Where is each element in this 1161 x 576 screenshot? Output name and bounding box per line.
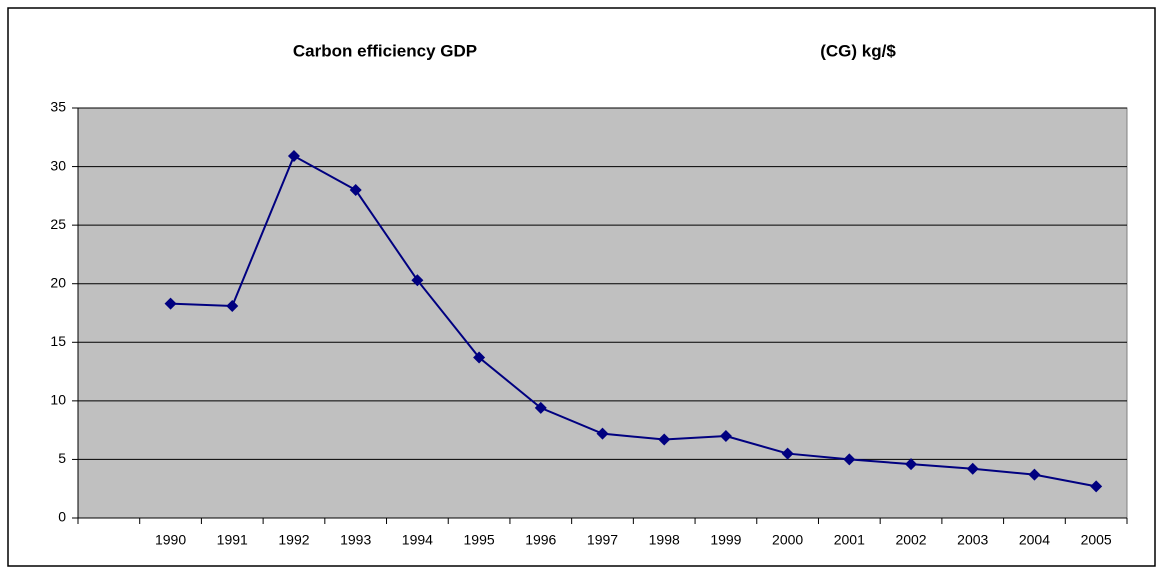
x-tick-label: 1995 bbox=[464, 532, 495, 548]
data-point bbox=[534, 401, 547, 414]
x-tick-label: 2005 bbox=[1081, 532, 1112, 548]
x-tick-label: 1996 bbox=[525, 532, 556, 548]
data-point bbox=[349, 184, 362, 196]
x-tick-label: 1993 bbox=[340, 532, 371, 548]
y-tick-label: 20 bbox=[50, 274, 66, 290]
data-point bbox=[719, 430, 732, 442]
x-tick-label: 1994 bbox=[402, 532, 433, 548]
data-point bbox=[781, 447, 794, 460]
data-point bbox=[905, 458, 918, 471]
data-point bbox=[658, 433, 671, 446]
y-tick-label: 10 bbox=[50, 392, 66, 408]
y-tick-label: 25 bbox=[50, 216, 66, 232]
y-tick-label: 35 bbox=[50, 99, 66, 115]
y-tick-label: 0 bbox=[58, 509, 66, 525]
data-point bbox=[473, 351, 486, 364]
y-tick-label: 5 bbox=[58, 450, 66, 466]
data-point bbox=[843, 453, 856, 466]
data-point bbox=[164, 297, 177, 310]
data-point bbox=[287, 150, 300, 163]
y-tick-label: 30 bbox=[50, 157, 66, 173]
chart-title: Carbon efficiency GDP bbox=[293, 41, 477, 60]
x-tick-label: 1992 bbox=[278, 532, 309, 548]
x-tick-label: 2000 bbox=[772, 532, 803, 548]
data-point bbox=[596, 427, 609, 440]
data-point bbox=[966, 462, 979, 475]
data-point bbox=[1028, 468, 1041, 481]
x-tick-label: 1991 bbox=[217, 532, 248, 548]
data-point bbox=[411, 274, 424, 287]
chart-title-units: (CG) kg/$ bbox=[820, 41, 896, 60]
x-tick-label: 1997 bbox=[587, 532, 618, 548]
y-tick-label: 15 bbox=[50, 333, 66, 349]
x-tick-label: 2001 bbox=[834, 532, 865, 548]
x-tick-label: 1990 bbox=[155, 532, 186, 548]
data-line bbox=[170, 154, 1097, 488]
data-point bbox=[1090, 480, 1103, 493]
plot-area bbox=[77, 107, 1128, 519]
x-tick-label: 2002 bbox=[895, 532, 926, 548]
data-point bbox=[226, 299, 239, 312]
x-tick-label: 2003 bbox=[957, 532, 988, 548]
x-tick-label: 1998 bbox=[649, 532, 680, 548]
x-tick-label: 1999 bbox=[710, 532, 741, 548]
x-tick-label: 2004 bbox=[1019, 532, 1050, 548]
